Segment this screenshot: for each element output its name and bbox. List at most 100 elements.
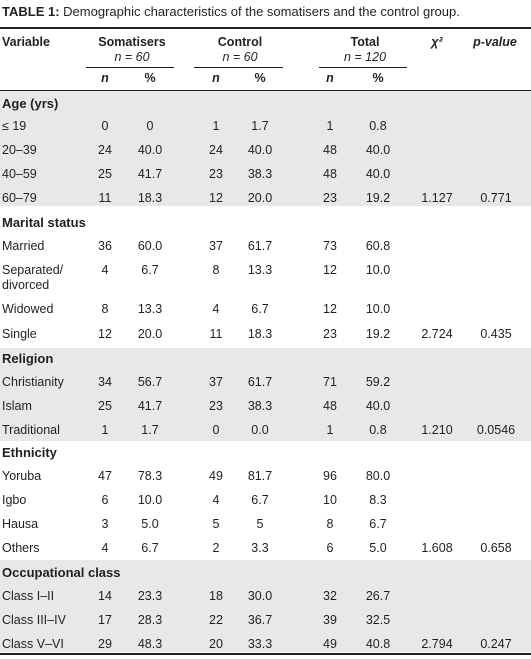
total-n: 48 xyxy=(323,399,337,413)
header-somatisers: Somatisers xyxy=(98,35,166,49)
sub-n: n xyxy=(326,71,334,85)
control-pct: 6.7 xyxy=(251,493,269,507)
table-row: 40–59 25 41.7 23 38.3 48 40.0 xyxy=(0,162,531,186)
somatisers-n: 1 xyxy=(101,423,109,437)
table-row: Traditional 1 1.7 0 0.0 1 0.8 1.210 0.05… xyxy=(0,418,531,442)
control-pct: 20.0 xyxy=(247,191,273,205)
row-label: Separated/ xyxy=(2,263,64,277)
total-pct: 10.0 xyxy=(365,302,391,316)
total-underline xyxy=(319,67,407,68)
total-n: 48 xyxy=(323,167,337,181)
control-n: 22 xyxy=(209,613,223,627)
control-pct: 61.7 xyxy=(247,239,273,253)
somatisers-n: 6 xyxy=(101,493,109,507)
somatisers-n: 36 xyxy=(98,239,112,253)
somatisers-pct: 48.3 xyxy=(137,637,163,651)
header-chi-square: χ² xyxy=(431,35,443,49)
header-somatisers-n: n = 60 xyxy=(114,50,150,64)
total-pct: 19.2 xyxy=(365,327,391,341)
somatisers-pct: 20.0 xyxy=(137,327,163,341)
control-n: 37 xyxy=(209,239,223,253)
table-row: 60–79 11 18.3 12 20.0 23 19.2 1.127 0.77… xyxy=(0,186,531,210)
control-n: 20 xyxy=(209,637,223,651)
header-variable: Variable xyxy=(2,35,50,49)
chi-square: 1.210 xyxy=(421,423,453,437)
control-pct: 36.7 xyxy=(247,613,273,627)
row-label: 60–79 xyxy=(2,191,37,205)
table-row: Separated/ divorced 4 6.7 8 13.3 12 10.0 xyxy=(0,258,531,294)
table-row: Igbo 6 10.0 4 6.7 10 8.3 xyxy=(0,488,531,512)
section-title-occupation: Occupational class xyxy=(2,565,121,580)
table-row: Others 4 6.7 2 3.3 6 5.0 1.608 0.658 xyxy=(0,536,531,560)
control-pct: 38.3 xyxy=(247,399,273,413)
somatisers-underline xyxy=(86,67,174,68)
total-pct: 6.7 xyxy=(369,517,387,531)
somatisers-n: 17 xyxy=(98,613,112,627)
somatisers-pct: 28.3 xyxy=(137,613,163,627)
table-row: ≤ 19 0 0 1 1.7 1 0.8 xyxy=(0,114,531,138)
control-underline xyxy=(194,67,283,68)
control-n: 23 xyxy=(209,167,223,181)
total-pct: 80.0 xyxy=(365,469,391,483)
total-n: 1 xyxy=(326,119,334,133)
control-pct: 81.7 xyxy=(247,469,273,483)
somatisers-n: 0 xyxy=(101,119,109,133)
caption-label: TABLE 1: xyxy=(2,4,60,19)
row-label-line2: divorced xyxy=(2,278,50,292)
row-label: 40–59 xyxy=(2,167,37,181)
table-row: Christianity 34 56.7 37 61.7 71 59.2 xyxy=(0,370,531,394)
control-pct: 40.0 xyxy=(247,143,273,157)
control-pct: 5 xyxy=(256,517,264,531)
somatisers-n: 47 xyxy=(98,469,112,483)
total-pct: 0.8 xyxy=(369,423,387,437)
control-pct: 38.3 xyxy=(247,167,273,181)
total-n: 23 xyxy=(323,191,337,205)
control-pct: 18.3 xyxy=(247,327,273,341)
control-pct: 0.0 xyxy=(251,423,269,437)
somatisers-pct: 56.7 xyxy=(137,375,163,389)
table-row: Class V–VI 29 48.3 20 33.3 49 40.8 2.794… xyxy=(0,632,531,656)
somatisers-pct: 13.3 xyxy=(137,302,163,316)
control-pct: 30.0 xyxy=(247,589,273,603)
total-n: 48 xyxy=(323,143,337,157)
header-total: Total xyxy=(350,35,380,49)
chi-square: 1.127 xyxy=(421,191,453,205)
total-n: 12 xyxy=(323,302,337,316)
row-label: Others xyxy=(2,541,40,555)
total-n: 71 xyxy=(323,375,337,389)
total-pct: 8.3 xyxy=(369,493,387,507)
total-n: 23 xyxy=(323,327,337,341)
total-n: 49 xyxy=(323,637,337,651)
somatisers-n: 12 xyxy=(98,327,112,341)
row-label: ≤ 19 xyxy=(2,119,27,133)
somatisers-n: 3 xyxy=(101,517,109,531)
total-pct: 10.0 xyxy=(365,263,391,277)
top-rule xyxy=(0,27,531,29)
somatisers-n: 4 xyxy=(101,263,109,277)
chi-square: 1.608 xyxy=(421,541,453,555)
row-label: Hausa xyxy=(2,517,39,531)
somatisers-n: 11 xyxy=(98,191,112,205)
total-n: 1 xyxy=(326,423,334,437)
header-control: Control xyxy=(217,35,263,49)
row-label: Class I–II xyxy=(2,589,55,603)
row-label: Class V–VI xyxy=(2,637,64,651)
control-n: 49 xyxy=(209,469,223,483)
total-pct: 19.2 xyxy=(365,191,391,205)
control-n: 24 xyxy=(209,143,223,157)
p-value: 0.771 xyxy=(480,191,512,205)
somatisers-n: 25 xyxy=(98,399,112,413)
table-row: Hausa 3 5.0 5 5 8 6.7 xyxy=(0,512,531,536)
section-title-ethnicity: Ethnicity xyxy=(2,445,57,460)
somatisers-pct: 23.3 xyxy=(137,589,163,603)
chi-square: 2.794 xyxy=(421,637,453,651)
control-pct: 6.7 xyxy=(251,302,269,316)
section-band-age xyxy=(0,91,531,206)
sub-pct: % xyxy=(254,71,266,85)
somatisers-pct: 18.3 xyxy=(137,191,163,205)
table-row: Married 36 60.0 37 61.7 73 60.8 xyxy=(0,234,531,258)
somatisers-n: 14 xyxy=(98,589,112,603)
control-n: 37 xyxy=(209,375,223,389)
table-row: Single 12 20.0 11 18.3 23 19.2 2.724 0.4… xyxy=(0,322,531,346)
